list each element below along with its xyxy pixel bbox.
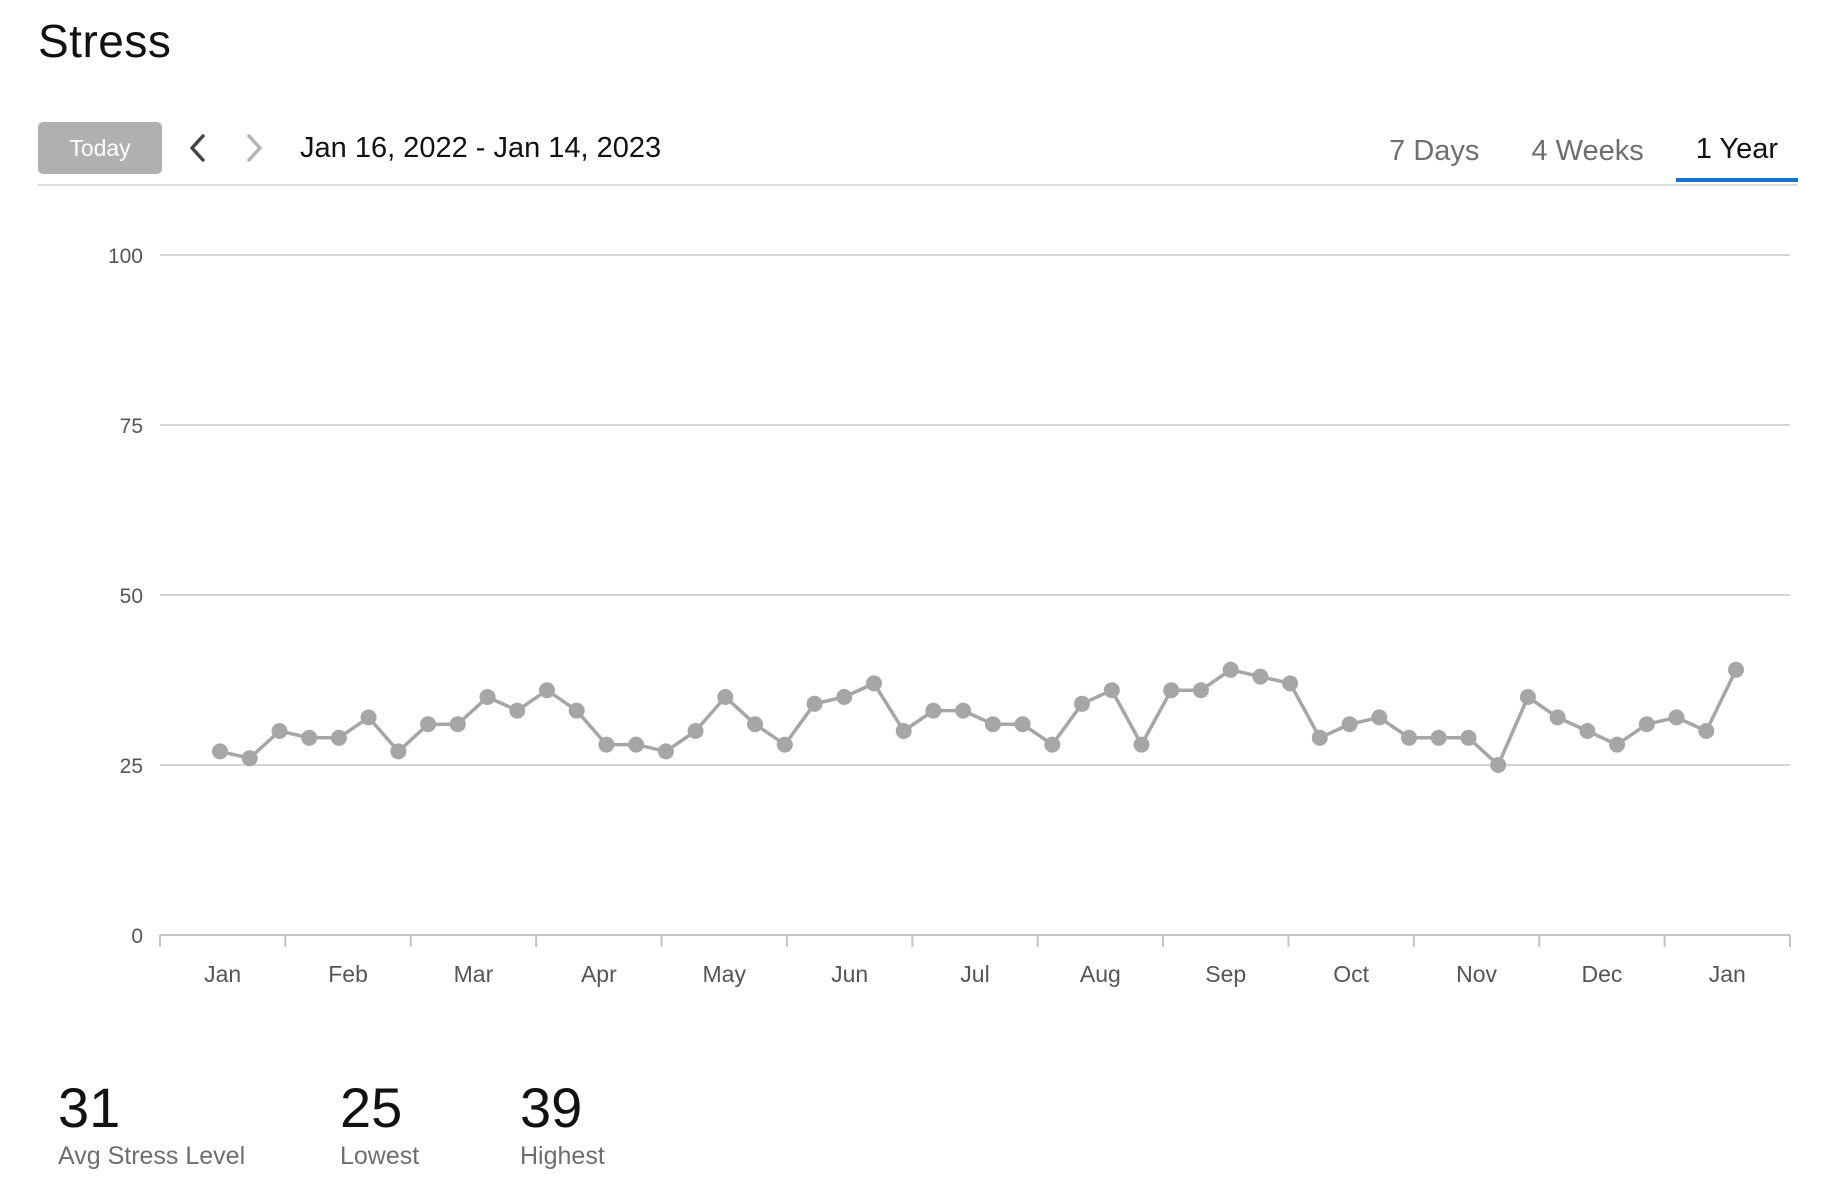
data-point xyxy=(1133,736,1150,753)
data-point xyxy=(1609,736,1626,753)
data-point xyxy=(1668,709,1685,726)
x-tick-label: Oct xyxy=(1333,961,1369,987)
data-point xyxy=(1044,736,1061,753)
data-point xyxy=(212,743,228,760)
highest-value: 39 xyxy=(520,1076,583,1139)
x-tick-label: Apr xyxy=(581,961,617,987)
data-point xyxy=(1579,723,1596,739)
page-title: Stress xyxy=(38,15,172,67)
data-point xyxy=(420,716,437,733)
lowest-label: Lowest xyxy=(340,1142,420,1170)
y-tick-label: 25 xyxy=(120,755,143,778)
data-point xyxy=(1311,729,1328,746)
x-tick-label: Jan xyxy=(1709,961,1746,987)
y-tick-label: 75 xyxy=(120,415,143,438)
tab-1-year[interactable]: 1 Year xyxy=(1675,120,1798,182)
data-point xyxy=(1222,661,1239,678)
data-point xyxy=(598,736,615,753)
data-point xyxy=(1401,729,1417,746)
data-point xyxy=(301,729,318,746)
data-point xyxy=(895,723,912,739)
data-point xyxy=(1014,716,1031,733)
data-point xyxy=(1192,682,1209,699)
data-point xyxy=(717,689,734,705)
x-tick-label: Mar xyxy=(454,961,494,987)
data-point xyxy=(1341,716,1358,733)
series-line xyxy=(219,668,1738,767)
date-range-label: Jan 16, 2022 - Jan 14, 2023 xyxy=(300,132,662,164)
x-tick-label: May xyxy=(703,961,747,987)
avg-stress-label: Avg Stress Level xyxy=(58,1142,246,1170)
data-point xyxy=(271,723,288,739)
data-point xyxy=(776,736,793,753)
x-tick-label: Jul xyxy=(960,961,989,987)
data-point xyxy=(1549,709,1566,726)
data-point xyxy=(1519,689,1536,705)
data-point xyxy=(1074,695,1090,712)
data-point xyxy=(628,736,645,753)
y-tick-label: 50 xyxy=(120,585,143,608)
y-tick-label: 0 xyxy=(131,925,143,948)
data-point xyxy=(360,709,377,726)
date-toolbar: Today Jan 16, 2022 - Jan 14, 2023 7 Days… xyxy=(38,120,1798,186)
x-tick-label: Nov xyxy=(1456,961,1497,987)
tab-4-weeks[interactable]: 4 Weeks xyxy=(1531,134,1644,167)
data-point xyxy=(657,743,674,760)
today-button[interactable]: Today xyxy=(38,122,162,174)
data-point xyxy=(1490,757,1507,773)
data-point xyxy=(1460,729,1477,746)
data-point xyxy=(925,702,942,719)
highest-stat: 39 Highest xyxy=(520,1078,605,1171)
data-point xyxy=(449,716,466,733)
data-point xyxy=(984,716,1001,733)
highest-label: Highest xyxy=(520,1142,605,1170)
data-point xyxy=(1728,661,1744,678)
x-tick-label: Feb xyxy=(328,961,368,987)
data-point xyxy=(687,723,704,739)
data-point xyxy=(241,750,258,767)
avg-stress-stat: 31 Avg Stress Level xyxy=(58,1078,245,1171)
x-tick-label: Jan xyxy=(204,961,241,987)
data-point xyxy=(1430,729,1447,746)
chevron-right-icon xyxy=(247,134,262,162)
chevron-left-icon xyxy=(190,134,205,162)
x-tick-label: Dec xyxy=(1581,961,1622,987)
data-point xyxy=(806,695,823,712)
data-point xyxy=(390,743,407,760)
previous-period-button[interactable] xyxy=(178,126,218,170)
data-point xyxy=(1252,668,1269,685)
period-tabs: 7 Days 4 Weeks 1 Year xyxy=(1357,120,1798,184)
x-tick-label: Aug xyxy=(1080,961,1121,987)
x-tick-label: Jun xyxy=(831,961,868,987)
y-tick-label: 100 xyxy=(108,245,143,268)
data-point xyxy=(1698,723,1715,739)
data-point xyxy=(1103,682,1120,699)
data-point xyxy=(866,675,882,692)
data-point xyxy=(1371,709,1388,726)
next-period-button[interactable] xyxy=(234,126,274,170)
data-point xyxy=(1163,682,1180,699)
lowest-value: 25 xyxy=(340,1076,403,1139)
tab-7-days[interactable]: 7 Days xyxy=(1389,134,1480,167)
avg-stress-value: 31 xyxy=(58,1076,121,1139)
lowest-stat: 25 Lowest xyxy=(340,1078,419,1171)
data-point xyxy=(539,682,555,699)
data-point xyxy=(836,689,853,705)
data-point xyxy=(1282,675,1299,692)
data-point xyxy=(955,702,972,719)
data-point xyxy=(330,729,347,746)
x-tick-label: Sep xyxy=(1205,961,1246,987)
data-point xyxy=(479,689,496,705)
stress-line-chart: 0 25 50 75 100 Jan Feb Mar Apr May Jun Jul Aug Sep Oct… xyxy=(108,245,1791,987)
data-point xyxy=(1638,716,1655,733)
data-point xyxy=(509,702,526,719)
data-point xyxy=(747,716,764,733)
data-point xyxy=(568,702,585,719)
